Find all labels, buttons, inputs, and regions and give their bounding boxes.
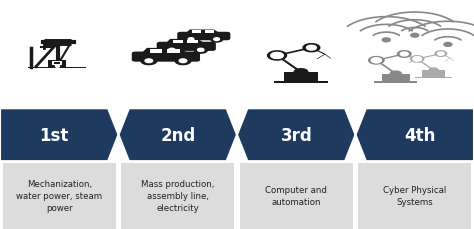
Circle shape bbox=[268, 52, 287, 61]
FancyBboxPatch shape bbox=[240, 163, 353, 229]
Circle shape bbox=[444, 43, 452, 47]
Circle shape bbox=[214, 39, 219, 41]
Polygon shape bbox=[118, 109, 237, 161]
FancyBboxPatch shape bbox=[284, 73, 318, 82]
FancyBboxPatch shape bbox=[3, 163, 116, 229]
Circle shape bbox=[413, 58, 421, 62]
FancyBboxPatch shape bbox=[157, 43, 216, 52]
FancyBboxPatch shape bbox=[121, 163, 234, 229]
Circle shape bbox=[438, 53, 444, 56]
Text: 2nd: 2nd bbox=[160, 126, 195, 144]
FancyBboxPatch shape bbox=[150, 49, 162, 54]
FancyBboxPatch shape bbox=[52, 62, 62, 65]
FancyBboxPatch shape bbox=[28, 67, 85, 69]
Polygon shape bbox=[185, 30, 221, 34]
Circle shape bbox=[372, 59, 381, 63]
FancyBboxPatch shape bbox=[132, 52, 200, 62]
Polygon shape bbox=[165, 40, 206, 44]
FancyBboxPatch shape bbox=[415, 77, 452, 79]
Circle shape bbox=[372, 59, 381, 63]
Circle shape bbox=[141, 58, 157, 65]
FancyBboxPatch shape bbox=[374, 82, 417, 84]
Polygon shape bbox=[237, 109, 356, 161]
FancyBboxPatch shape bbox=[167, 49, 180, 54]
FancyBboxPatch shape bbox=[187, 41, 198, 44]
FancyBboxPatch shape bbox=[382, 74, 410, 82]
Text: Mechanization,
water power, steam
power: Mechanization, water power, steam power bbox=[16, 180, 102, 212]
Text: 1st: 1st bbox=[39, 126, 69, 144]
Circle shape bbox=[198, 49, 204, 52]
Circle shape bbox=[398, 52, 411, 58]
FancyBboxPatch shape bbox=[40, 46, 53, 49]
Circle shape bbox=[145, 60, 153, 63]
Circle shape bbox=[307, 46, 316, 51]
Circle shape bbox=[175, 58, 191, 65]
Circle shape bbox=[429, 69, 438, 73]
FancyBboxPatch shape bbox=[422, 71, 446, 77]
Circle shape bbox=[383, 39, 390, 43]
Circle shape bbox=[294, 69, 308, 76]
Circle shape bbox=[194, 47, 208, 54]
Circle shape bbox=[185, 37, 197, 43]
Text: 4th: 4th bbox=[404, 126, 436, 144]
FancyBboxPatch shape bbox=[177, 33, 230, 41]
Circle shape bbox=[303, 44, 320, 52]
FancyBboxPatch shape bbox=[173, 41, 183, 44]
Circle shape bbox=[411, 34, 419, 38]
Circle shape bbox=[413, 58, 421, 62]
FancyBboxPatch shape bbox=[191, 31, 201, 34]
FancyBboxPatch shape bbox=[0, 0, 474, 109]
Circle shape bbox=[390, 72, 401, 77]
Polygon shape bbox=[0, 109, 118, 161]
Circle shape bbox=[271, 53, 283, 59]
Polygon shape bbox=[356, 109, 474, 161]
Circle shape bbox=[165, 47, 179, 54]
Circle shape bbox=[369, 57, 384, 65]
Polygon shape bbox=[141, 49, 189, 54]
Circle shape bbox=[435, 52, 447, 57]
Circle shape bbox=[271, 53, 283, 59]
Text: Cyber Physical
Systems: Cyber Physical Systems bbox=[383, 185, 447, 206]
Circle shape bbox=[188, 39, 194, 41]
Circle shape bbox=[210, 37, 223, 43]
FancyBboxPatch shape bbox=[205, 31, 214, 34]
Circle shape bbox=[179, 60, 187, 63]
FancyBboxPatch shape bbox=[48, 60, 66, 67]
Text: 3rd: 3rd bbox=[281, 126, 312, 144]
Circle shape bbox=[400, 53, 408, 57]
Circle shape bbox=[411, 57, 424, 63]
FancyBboxPatch shape bbox=[54, 63, 60, 65]
FancyBboxPatch shape bbox=[274, 82, 328, 84]
FancyBboxPatch shape bbox=[358, 163, 471, 229]
Text: Computer and
automation: Computer and automation bbox=[265, 185, 327, 206]
Circle shape bbox=[169, 49, 175, 52]
Text: Mass production,
assembly line,
electricity: Mass production, assembly line, electric… bbox=[141, 180, 214, 212]
